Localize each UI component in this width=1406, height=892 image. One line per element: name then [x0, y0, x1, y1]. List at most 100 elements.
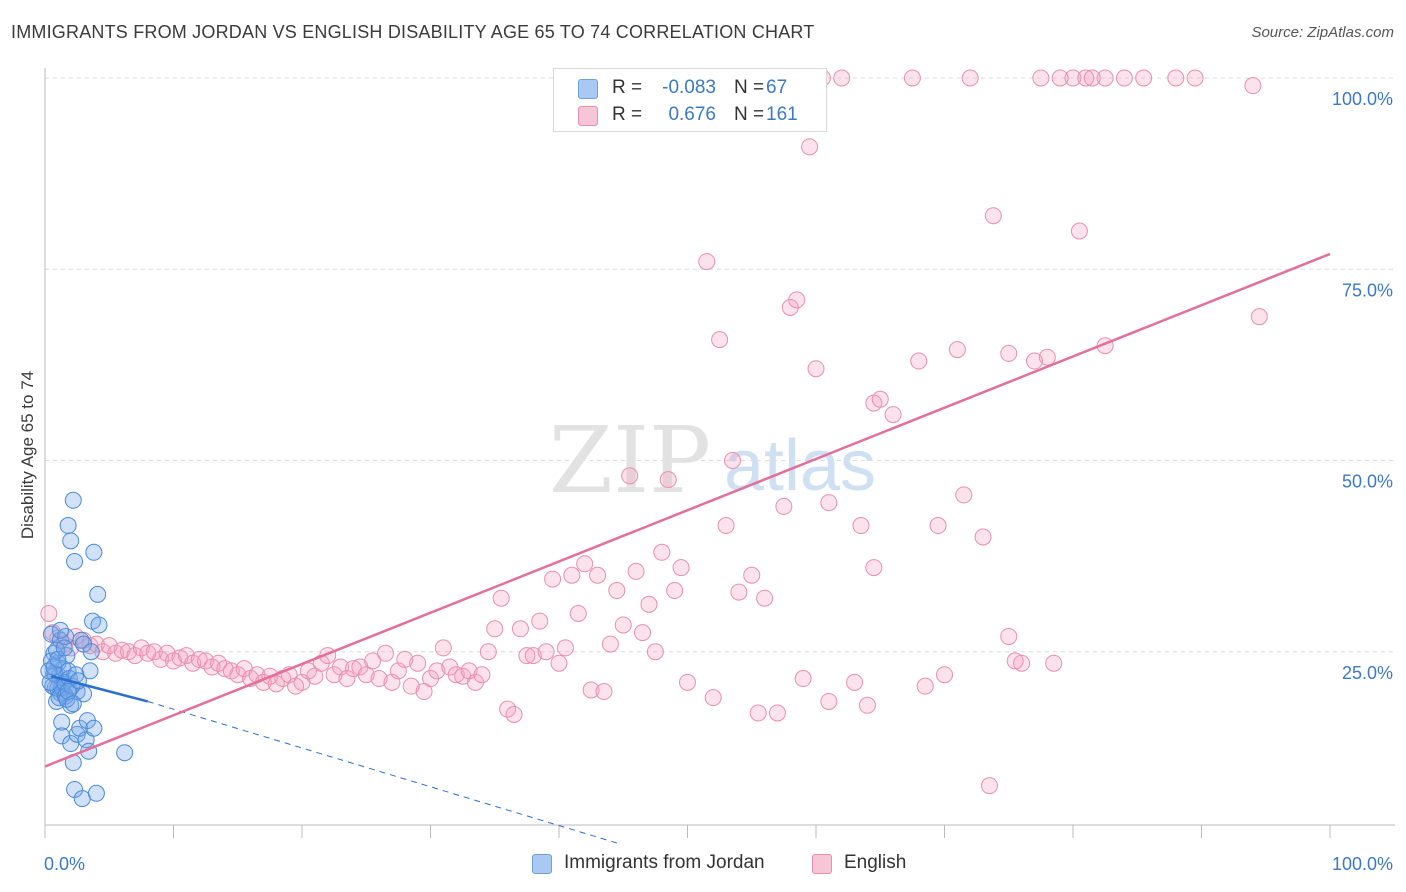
jordan-points [40, 491, 134, 808]
english-point [984, 207, 1002, 225]
gridlines [45, 77, 1395, 653]
legend-r-value: -0.083 [662, 77, 716, 98]
stats-legend: R = -0.083 N = 67 R = 0.676 N = 161 [553, 68, 827, 132]
y-axis-label: Disability Age 65 to 74 [18, 371, 37, 539]
legend-n-value: 161 [766, 104, 798, 125]
jordan-point [62, 532, 80, 550]
jordan-trend-line [51, 675, 149, 703]
legend-row-english: R = 0.676 N = 161 [554, 102, 826, 128]
english-point [1025, 352, 1043, 370]
y-tick-label: 75.0% [1342, 280, 1393, 300]
english-point [377, 644, 395, 662]
english-point [646, 643, 664, 661]
english-point [871, 390, 889, 408]
legend-r-label: R = [612, 104, 643, 125]
english-point [556, 639, 574, 657]
legend-swatch-english [578, 106, 598, 126]
english-point [698, 253, 716, 271]
english-point [820, 692, 838, 710]
legend-n-label: N = [734, 104, 765, 125]
english-point [961, 69, 979, 87]
y-tick-label: 100.0% [1332, 89, 1393, 109]
jordan-trend-extension [147, 700, 617, 844]
english-point [370, 670, 388, 688]
english-point [820, 494, 838, 512]
x-tick-labels: 0.0% 100.0% [44, 854, 1393, 874]
english-point [936, 666, 953, 684]
chart-source: Source: ZipAtlas.com [1251, 24, 1394, 41]
legend-r-value: 0.676 [668, 104, 716, 125]
english-point [672, 559, 690, 577]
jordan-point [64, 491, 82, 509]
english-point [531, 612, 549, 630]
jordan-point [82, 643, 100, 661]
english-point [152, 650, 170, 668]
jordan-point [66, 552, 84, 570]
legend-r-label: R = [612, 77, 643, 98]
english-point [544, 570, 562, 588]
english-point [576, 555, 594, 573]
jordan-point [45, 658, 63, 676]
english-point [666, 582, 684, 600]
english-point [608, 582, 626, 600]
english-point [916, 677, 934, 695]
english-point [1064, 69, 1082, 87]
english-point [1135, 69, 1153, 87]
english-point [550, 654, 568, 672]
chart-title: IMMIGRANTS FROM JORDAN VS ENGLISH DISABI… [11, 22, 815, 42]
english-point [1070, 222, 1088, 240]
english-point [653, 543, 671, 561]
english-point [1186, 69, 1204, 87]
english-point [113, 641, 131, 659]
english-point [357, 666, 375, 684]
jordan-point [89, 585, 107, 603]
legend-n-label: N = [734, 77, 765, 98]
english-point [1083, 69, 1101, 87]
english-point [589, 566, 607, 584]
english-point [1045, 654, 1063, 672]
english-point [518, 647, 536, 665]
english-point [595, 683, 613, 701]
jordan-point [85, 719, 103, 737]
x-tick-label: 0.0% [44, 854, 85, 874]
english-point [569, 605, 587, 622]
jordan-point [90, 616, 108, 634]
english-point [190, 650, 208, 668]
english-point [833, 69, 851, 87]
english-point [980, 777, 998, 795]
english-point [749, 704, 767, 722]
english-point [865, 559, 883, 577]
english-point [801, 138, 819, 156]
english-point [1000, 344, 1018, 362]
english-point [409, 654, 427, 672]
series-label-jordan: Immigrants from Jordan [564, 852, 765, 873]
english-point [563, 566, 581, 584]
jordan-point [55, 639, 73, 657]
english-point [511, 620, 529, 638]
english-point [434, 639, 452, 657]
english-point [1096, 69, 1114, 87]
y-tick-label: 25.0% [1342, 663, 1393, 683]
english-point [743, 566, 761, 584]
english-point [396, 650, 414, 668]
english-point [659, 471, 677, 489]
english-point [910, 352, 928, 370]
english-point [1077, 69, 1095, 87]
english-point [948, 341, 966, 359]
series-legend: Immigrants from Jordan English [0, 852, 1406, 878]
english-point [40, 605, 58, 622]
english-point [1051, 69, 1069, 87]
jordan-point [51, 621, 69, 639]
jordan-point [85, 543, 103, 561]
axes [44, 68, 1395, 838]
english-point [704, 689, 722, 707]
english-point [492, 589, 510, 607]
english-point [601, 635, 619, 653]
english-point [756, 589, 774, 607]
english-point [364, 652, 382, 670]
english-point [1032, 69, 1050, 87]
english-point [1038, 348, 1056, 366]
english-point [614, 616, 632, 634]
english-point [1167, 69, 1185, 87]
jordan-point [42, 625, 60, 643]
